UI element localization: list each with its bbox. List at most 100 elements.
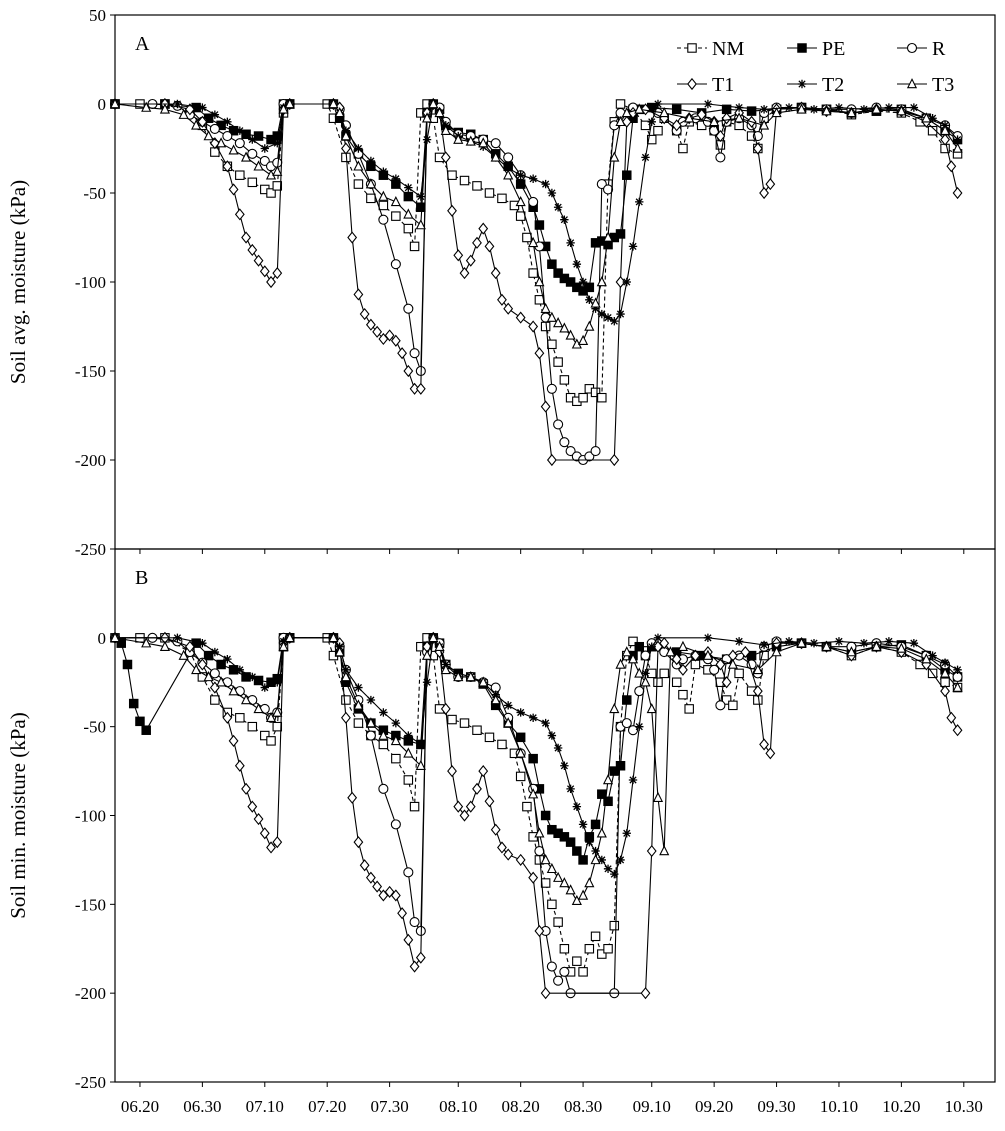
data-point-pe (603, 796, 613, 807)
data-point-r (403, 867, 414, 878)
legend-item-t3: T3 (897, 74, 954, 96)
series-t1 (110, 97, 963, 467)
data-point-t1 (253, 812, 264, 826)
data-point-t3 (228, 685, 239, 696)
data-point-nm (235, 170, 245, 180)
data-point-t2 (553, 203, 563, 212)
data-point-t2 (223, 654, 232, 664)
data-point-t3 (559, 877, 570, 888)
data-point-t1 (752, 142, 763, 155)
data-point-r (709, 664, 720, 675)
data-point-t1 (497, 293, 507, 306)
data-point-nm (597, 949, 607, 959)
data-point-t3 (203, 130, 214, 141)
data-point-t1 (453, 249, 464, 262)
data-point-pe (141, 725, 151, 735)
panel-label: B (135, 567, 148, 589)
data-point-t2 (566, 238, 575, 248)
data-point-pe (253, 131, 264, 141)
data-point-t2 (585, 837, 594, 847)
y-tick-label: -150 (75, 895, 106, 914)
data-point-t3 (534, 827, 545, 838)
data-point-t3 (846, 106, 857, 118)
data-point-nm (353, 718, 364, 728)
data-point-r (715, 700, 726, 711)
data-point-t1 (228, 734, 239, 747)
data-point-t2 (928, 651, 937, 660)
y-axis-label: Soil min. moisture (kPa) (6, 712, 30, 919)
chart-panel-a: 50 0 -50 -100 -150 -200 -250 Soil avg. moisture… (6, 6, 996, 559)
data-point-t2 (591, 846, 600, 856)
data-point-t3 (734, 112, 745, 123)
y-tick-label: -200 (75, 451, 106, 470)
data-point-nm (266, 188, 276, 198)
data-point-t3 (577, 889, 589, 900)
data-point-t1 (259, 265, 270, 278)
data-point-t1 (353, 836, 364, 849)
data-point-t2 (566, 784, 575, 794)
data-point-t2 (404, 731, 413, 740)
data-point-t1 (234, 759, 245, 772)
data-point-t3 (428, 631, 439, 643)
data-point-t3 (515, 195, 526, 207)
data-point-t1 (646, 844, 657, 858)
data-point-t3 (503, 717, 514, 728)
y-tick-label: 50 (89, 6, 106, 25)
data-point-t1 (759, 186, 769, 200)
data-point-pe (565, 277, 576, 287)
data-point-t1 (671, 119, 682, 132)
legend-label: T1 (712, 74, 734, 96)
data-point-t3 (596, 276, 607, 287)
data-point-t2 (260, 683, 269, 692)
data-point-t2 (940, 658, 950, 667)
data-point-t1 (247, 800, 258, 813)
data-point-t2 (610, 316, 619, 326)
legend-label: T2 (822, 74, 844, 96)
data-point-t3 (109, 631, 121, 643)
legend-item-nm: NM (677, 38, 744, 60)
y-tick-label: -150 (75, 362, 106, 381)
data-point-nm (721, 695, 732, 705)
data-point-r (409, 917, 420, 928)
data-point-r (365, 730, 376, 741)
data-point-nm (728, 700, 738, 711)
data-point-t1 (403, 933, 414, 946)
data-point-t1 (534, 924, 545, 938)
data-point-t1 (365, 318, 376, 331)
data-point-t3 (465, 670, 476, 682)
data-point-t3 (403, 747, 414, 758)
data-point-pe (609, 766, 620, 776)
data-point-t1 (403, 364, 414, 378)
data-point-nm (528, 268, 538, 278)
data-point-t3 (540, 302, 551, 313)
data-point-nm (927, 125, 938, 136)
data-point-nm (235, 713, 245, 723)
data-point-t2 (578, 277, 588, 287)
data-point-t2 (647, 642, 656, 651)
data-point-t3 (771, 646, 782, 657)
data-point-t1 (197, 115, 208, 128)
data-point-nm (522, 801, 532, 812)
legend-marker (797, 79, 807, 89)
data-point-t2 (616, 855, 625, 865)
data-point-t1 (484, 240, 495, 253)
data-point-t3 (752, 663, 763, 675)
data-point-t1 (453, 800, 464, 813)
data-point-t1 (341, 711, 351, 724)
data-point-t2 (210, 647, 220, 657)
data-point-t2 (928, 114, 937, 123)
data-point-t1 (615, 275, 626, 289)
data-point-t1 (478, 222, 489, 235)
data-point-t3 (621, 646, 632, 657)
data-point-t1 (465, 254, 476, 267)
data-point-t3 (939, 667, 951, 678)
data-point-t1 (671, 653, 682, 666)
data-point-t1 (546, 453, 557, 467)
data-point-t1 (241, 231, 251, 244)
data-point-pe (241, 129, 251, 140)
data-point-t2 (647, 117, 656, 126)
data-point-t1 (347, 791, 358, 804)
data-point-t2 (503, 163, 513, 173)
data-point-t3 (615, 115, 626, 127)
data-point-pe (671, 104, 682, 115)
